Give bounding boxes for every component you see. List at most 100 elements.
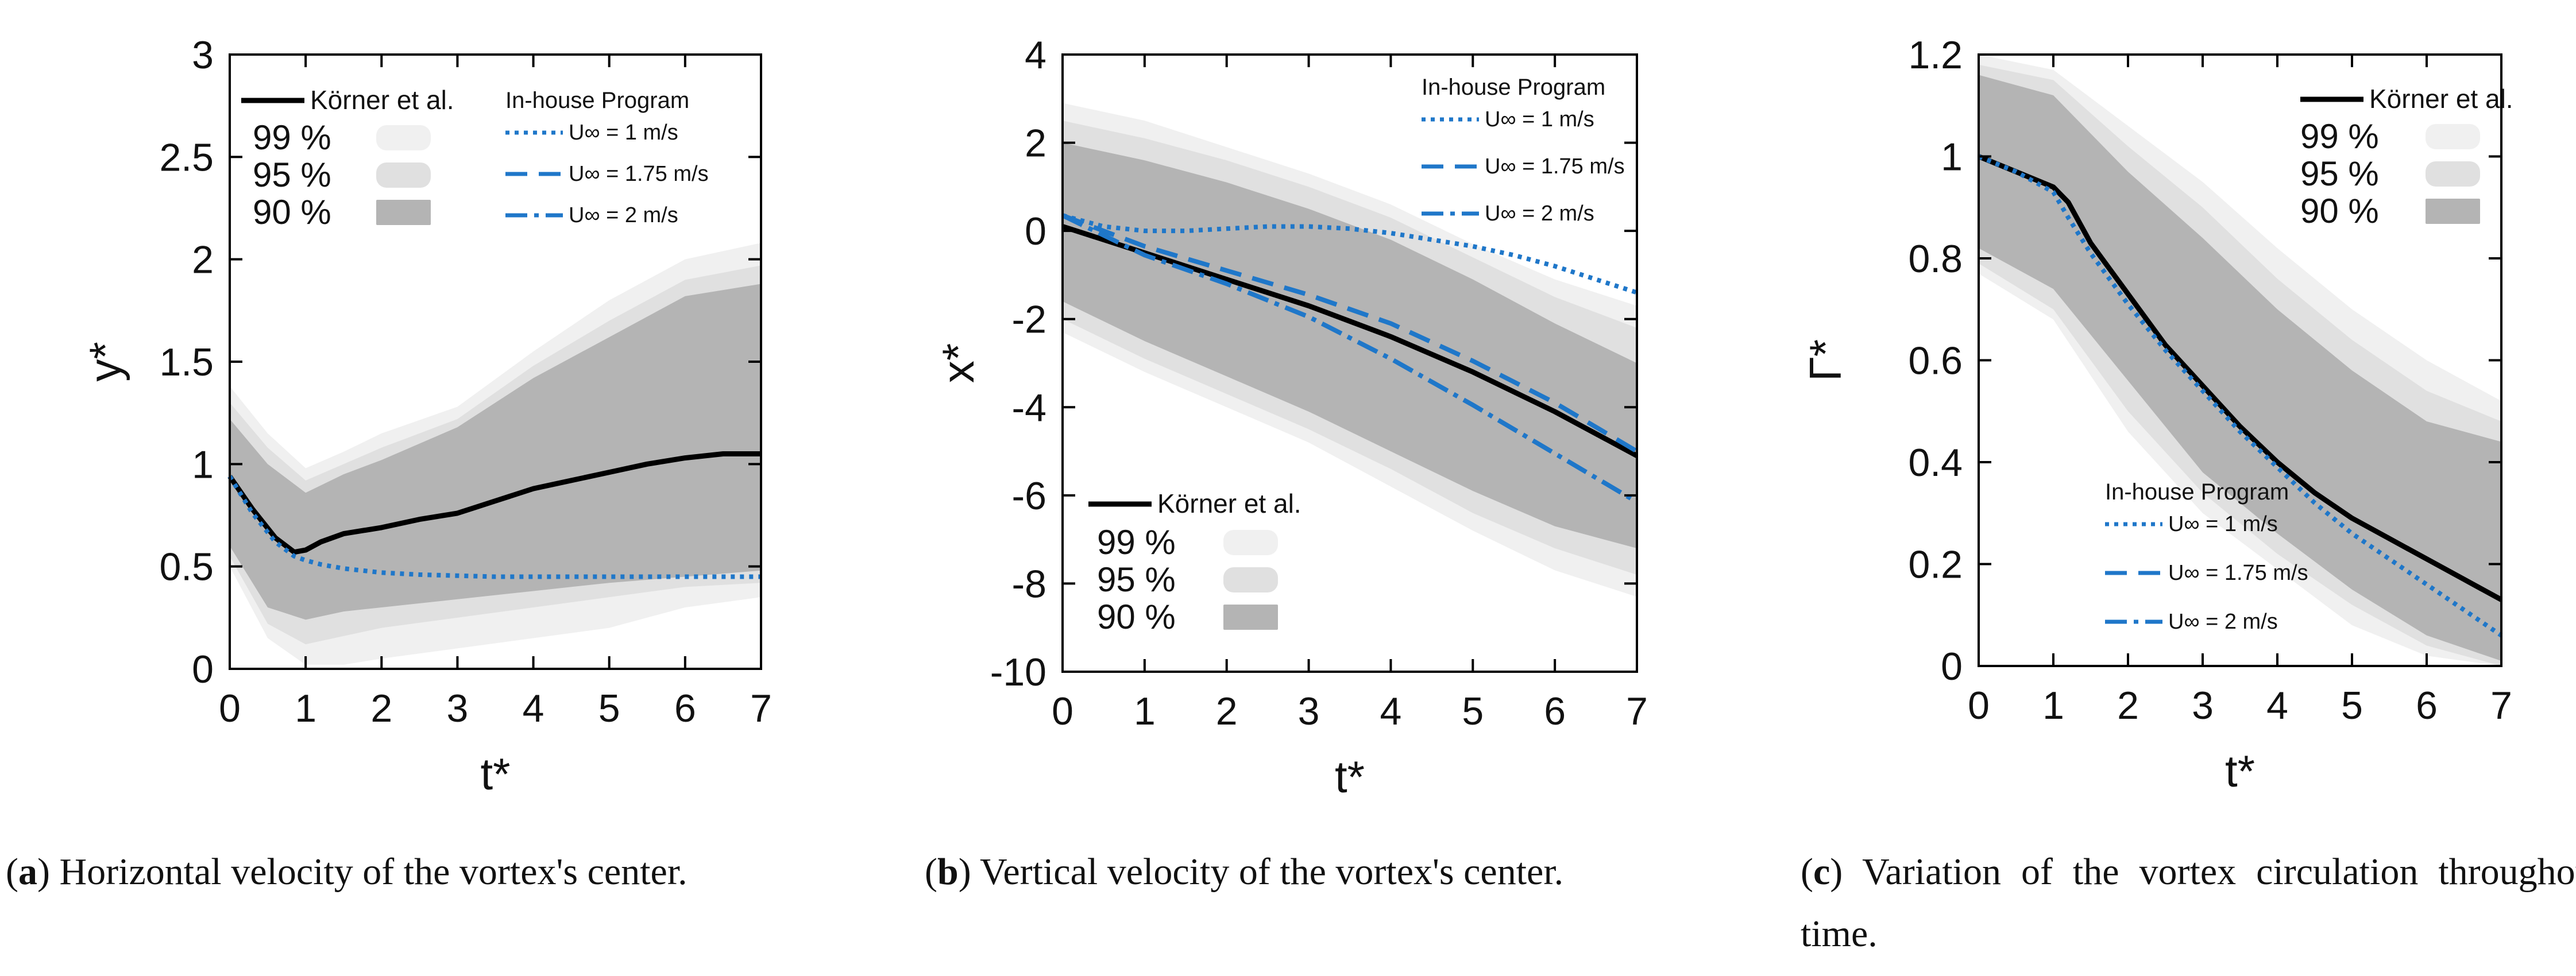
- chart-panel-b: 0 1 2 3 4 5 6 7 -10 -8 -6 -4 -2 0 2 4 t* x* In-house Progr…: [862, 0, 1723, 976]
- x-tick-label: 5: [598, 687, 620, 730]
- y-tick-label: -10: [990, 650, 1046, 694]
- legend-reference-label: Körner et al.: [1157, 489, 1301, 518]
- series-u-2-m-s-b: [1061, 213, 1639, 504]
- y-tick-label: 0: [1025, 210, 1046, 253]
- legend-band-swatch: [376, 200, 431, 225]
- y-tick-label: 1: [1941, 135, 1963, 179]
- y-tick-label: 1: [192, 443, 214, 486]
- x-tick-label: 6: [674, 687, 696, 730]
- series-k-rner-et-al-b: [1061, 224, 1639, 458]
- caption-a-text: Horizontal velocity of the vortex's cent…: [59, 851, 688, 893]
- legend-inhouse-label: U∞ = 1.75 m/s: [2168, 561, 2308, 585]
- caption-c-label: c: [1813, 851, 1830, 893]
- x-tick-label: 1: [2042, 684, 2064, 727]
- series-u-1-m-s-c: [1978, 154, 2503, 638]
- band-90-a: [230, 284, 761, 620]
- caption-b-text: Vertical velocity of the vortex's center…: [980, 851, 1564, 893]
- y-tick-label: 0.6: [1908, 339, 1963, 383]
- x-tick-label: 6: [1544, 690, 1566, 733]
- y-tick-label: -8: [1012, 562, 1046, 606]
- x-tick-label: 3: [447, 687, 469, 730]
- y-tick-label: 2: [192, 238, 214, 282]
- series-k-rner-et-al-a: [227, 451, 761, 555]
- legend-band-label: 99 %: [2300, 117, 2379, 156]
- y-tick-label: 0.5: [159, 545, 214, 589]
- caption-c-text: Variation of the vortex circulation thro…: [1801, 851, 2576, 955]
- y-tick-label: -6: [1012, 474, 1046, 518]
- y-tick-label: 0.4: [1908, 441, 1963, 485]
- y-tick-label: 0.8: [1908, 237, 1963, 281]
- y-tick-label: 2.5: [159, 135, 214, 179]
- legend-inhouse-label: U∞ = 2 m/s: [1485, 202, 1594, 226]
- legend-band-label: 95 %: [1097, 560, 1176, 599]
- caption-a: (a) Horizontal velocity of the vortex's …: [6, 851, 688, 893]
- y-tick-label: 3: [192, 33, 214, 77]
- x-tick-label: 1: [1134, 690, 1156, 733]
- legend-reference-label: Körner et al.: [2369, 84, 2513, 114]
- y-axis-label-a: y*: [80, 342, 130, 381]
- x-tick-label: 2: [370, 687, 392, 730]
- caption-b: (b) Vertical velocity of the vortex's ce…: [925, 851, 1564, 893]
- legend-band-swatch: [2426, 199, 2480, 224]
- x-tick-label: 7: [2490, 684, 2512, 727]
- chart-a: 0 1 2 3 4 5 6 7 0 0.5 1 1.5 2 2.5 3 t* y* Körner et al.99…: [80, 33, 772, 799]
- y-axis-label-b: x*: [933, 343, 983, 383]
- chart-panel-c: 0 1 2 3 4 5 6 7 0 0.2 0.4 0.6 0.8 1 1.2 t* Γ* Körner et a…: [1723, 0, 2576, 976]
- legend-inhouse-label: U∞ = 1 m/s: [569, 121, 678, 145]
- y-tick-label: 1.5: [159, 340, 214, 384]
- y-tick-label: 2: [1025, 122, 1046, 165]
- x-tick-label: 4: [1380, 690, 1402, 733]
- x-tick-label: 2: [2117, 684, 2139, 727]
- x-tick-label: 1: [295, 687, 316, 730]
- y-tick-label: 0.2: [1908, 543, 1963, 587]
- x-tick-label: 0: [219, 687, 241, 730]
- legend-band-label: 95 %: [253, 156, 331, 194]
- legend-band-swatch: [1223, 567, 1278, 592]
- x-axis-label-a: t*: [480, 749, 510, 799]
- x-tick-label: 4: [2266, 684, 2288, 727]
- chart-b: 0 1 2 3 4 5 6 7 -10 -8 -6 -4 -2 0 2 4 t* x* In-house Progr…: [933, 33, 1648, 802]
- y-tick-label: -4: [1012, 386, 1046, 429]
- band-90-b: [1063, 142, 1637, 549]
- legend-inhouse-label: U∞ = 1.75 m/s: [569, 162, 709, 186]
- x-tick-label: 0: [1052, 690, 1073, 733]
- series-k-rner-et-al-c: [1978, 154, 2503, 602]
- y-tick-label: -2: [1012, 298, 1046, 342]
- legend-inhouse-title: In-house Program: [1422, 75, 1605, 100]
- x-tick-label: 7: [1626, 690, 1648, 733]
- y-tick-label: 0: [1941, 645, 1963, 688]
- legend-band-swatch: [376, 125, 431, 150]
- legend-band-swatch: [376, 162, 431, 188]
- x-tick-label: 3: [1298, 690, 1320, 733]
- legend-inhouse-label: U∞ = 2 m/s: [569, 203, 678, 227]
- legend-band-swatch: [1223, 605, 1278, 630]
- x-tick-label: 4: [523, 687, 544, 730]
- legend-band-label: 99 %: [1097, 523, 1176, 561]
- legend-inhouse-label: U∞ = 1 m/s: [2168, 512, 2278, 536]
- band-90-c: [1979, 75, 2501, 661]
- y-axis-label-c: Γ*: [1800, 339, 1851, 381]
- caption-a-label: a: [18, 851, 37, 893]
- x-tick-label: 3: [2192, 684, 2214, 727]
- y-tick-label: 0: [192, 648, 214, 691]
- legend-band-label: 95 %: [2300, 154, 2379, 193]
- caption-c: (c) Variation of the vortex circulation …: [1801, 841, 2576, 965]
- chart-c: 0 1 2 3 4 5 6 7 0 0.2 0.4 0.6 0.8 1 1.2 t* Γ* Körner et a…: [1800, 33, 2513, 796]
- legend-inhouse-label: U∞ = 1.75 m/s: [1485, 154, 1625, 179]
- x-tick-label: 7: [750, 687, 772, 730]
- legend-band-label: 90 %: [2300, 192, 2379, 230]
- legend-inhouse-label: U∞ = 2 m/s: [2168, 610, 2278, 634]
- legend-reference-label: Körner et al.: [310, 85, 454, 115]
- legend-band-swatch: [1223, 530, 1278, 555]
- x-tick-label: 5: [2341, 684, 2363, 727]
- x-tick-label: 0: [1968, 684, 1990, 727]
- chart-panel-a: 0 1 2 3 4 5 6 7 0 0.5 1 1.5 2 2.5 3 t* y* Körner et al. 99…: [0, 0, 862, 976]
- legend-inhouse-label: U∞ = 1 m/s: [1485, 107, 1594, 131]
- series-u-1-75-m-s-b: [1061, 213, 1639, 454]
- legend-band-label: 99 %: [253, 118, 331, 157]
- x-axis-label-b: t*: [1335, 752, 1365, 802]
- y-tick-label: 1.2: [1908, 33, 1963, 77]
- legend-band-label: 90 %: [253, 193, 331, 231]
- caption-b-label: b: [937, 851, 959, 893]
- x-axis-label-c: t*: [2225, 746, 2255, 796]
